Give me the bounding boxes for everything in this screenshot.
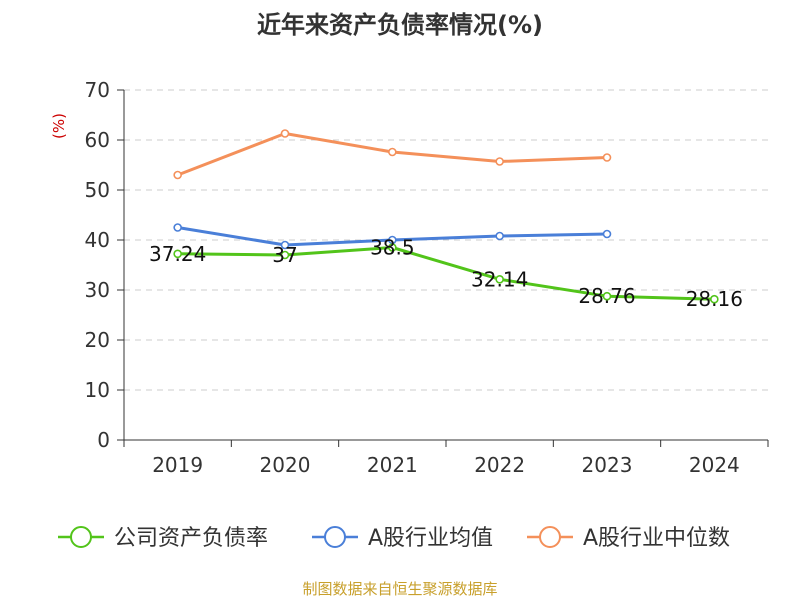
data-label: 32.14 <box>471 267 528 291</box>
legend-marker <box>324 526 346 548</box>
data-point <box>495 231 504 241</box>
data-point <box>388 147 397 157</box>
x-axis: 2019 2020 2021 2022 2023 2024 <box>123 439 769 477</box>
data-labels: 37.24 37 38.5 32.14 28.76 28.16 <box>149 236 743 312</box>
y-axis-label: (%) <box>50 113 68 139</box>
series-line <box>177 246 715 301</box>
series-lines <box>177 132 715 301</box>
y-tick-label: 20 <box>85 328 110 352</box>
data-point <box>495 157 504 166</box>
legend[interactable]: 公司资产负债率 A股行业均值 A股行业中位数 <box>58 526 730 551</box>
data-label: 37 <box>272 243 297 267</box>
y-tick-label: 0 <box>97 428 110 452</box>
legend-item[interactable]: 公司资产负债率 <box>58 526 268 551</box>
data-point <box>280 129 290 138</box>
y-tick-label: 40 <box>85 228 110 252</box>
y-axis: 0 10 20 30 40 50 60 70 <box>85 78 125 452</box>
y-tick-label: 70 <box>85 78 110 102</box>
legend-label: 公司资产负债率 <box>114 526 268 551</box>
data-point <box>602 153 612 162</box>
x-tick-label: 2024 <box>689 453 740 477</box>
x-tick-label: 2020 <box>260 453 311 477</box>
data-point <box>710 294 719 304</box>
data-point <box>280 250 290 260</box>
x-tick-label: 2022 <box>474 453 525 477</box>
y-tick-label: 60 <box>85 128 110 152</box>
data-label: 37.24 <box>149 242 206 266</box>
legend-marker <box>70 526 92 548</box>
data-point <box>173 223 182 232</box>
series-points <box>173 129 719 304</box>
x-tick-label: 2023 <box>582 453 633 477</box>
data-point <box>388 243 397 252</box>
legend-marker <box>539 526 561 548</box>
data-point <box>173 249 182 259</box>
legend-label: A股行业均值 <box>368 526 493 551</box>
y-tick-label: 50 <box>85 178 110 202</box>
chart-title: 近年来资产负债率情况(%) <box>257 11 543 39</box>
source-note: 制图数据来自恒生聚源数据库 <box>302 580 497 598</box>
y-tick-label: 10 <box>85 378 110 402</box>
data-point <box>602 229 612 239</box>
data-label: 28.76 <box>578 284 635 308</box>
data-label: 38.5 <box>370 236 415 260</box>
data-point <box>280 240 290 250</box>
data-point <box>495 274 504 284</box>
data-point <box>173 170 182 180</box>
legend-item[interactable]: A股行业中位数 <box>527 526 730 551</box>
legend-item[interactable]: A股行业均值 <box>312 526 493 551</box>
x-tick-label: 2021 <box>367 453 418 477</box>
data-point <box>602 291 612 301</box>
legend-label: A股行业中位数 <box>583 526 730 551</box>
grid-lines <box>124 89 768 391</box>
data-label: 28.16 <box>686 287 743 311</box>
y-tick-label: 30 <box>85 278 110 302</box>
x-tick-label: 2019 <box>152 453 203 477</box>
